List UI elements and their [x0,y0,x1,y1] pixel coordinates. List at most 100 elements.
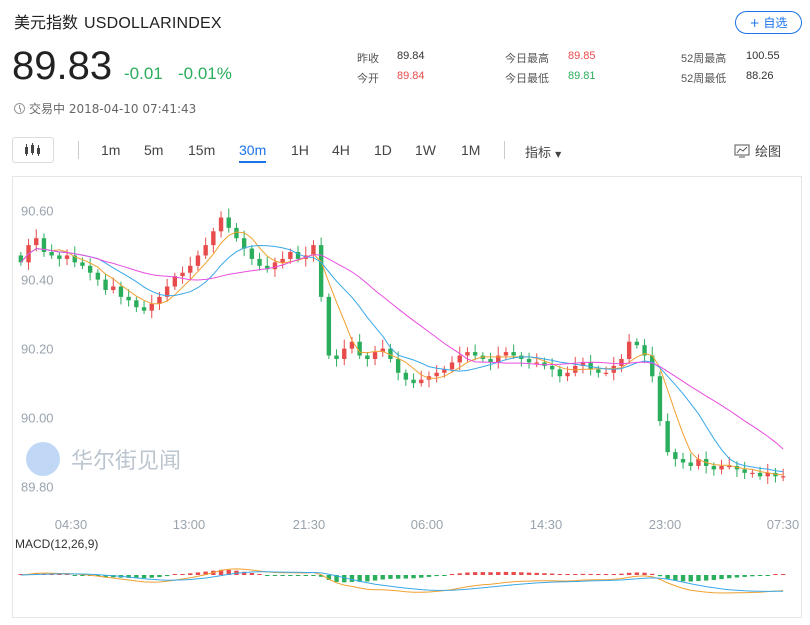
tab-5m[interactable]: 5m [144,142,164,158]
candle-body [365,355,370,359]
macd-bar [680,575,686,582]
candle [388,343,393,363]
tab-15m[interactable]: 15m [188,142,216,158]
tab-1m[interactable]: 1m [101,142,121,158]
candle [241,230,247,257]
candle [141,301,147,315]
macd-bar [673,575,678,581]
macd-bar [457,573,462,575]
candlestick-icon [25,143,40,156]
candle-body [542,362,547,366]
candle-body [257,258,262,266]
macd-bar [734,575,740,578]
candle [665,413,670,456]
candle-body [488,358,493,363]
candle [164,278,170,302]
candle [765,463,770,484]
price-chart[interactable]: 华尔街见闻 90.60 90.40 90.20 90.00 89.80 04:30 13:00… [12,176,802,618]
candle-body [573,365,578,373]
candle-body [388,348,393,359]
macd-bar [126,575,131,578]
candle [634,338,640,349]
chart-canvas[interactable]: 华尔街见闻 90.60 90.40 90.20 90.00 89.80 04:30 13:00… [13,177,801,617]
tab-30m[interactable]: 30m [239,142,267,163]
candle-body [172,276,178,287]
candle-body [380,348,385,353]
candle-body [688,462,693,466]
candle [103,273,108,295]
macd-bar [549,573,555,575]
candle [411,373,416,388]
x-tick-label: 04:30 [55,517,88,532]
macd-bar [395,575,401,579]
watermark-logo: 华尔街见闻 [26,442,181,476]
macd-bar [64,574,70,575]
candle-body [742,469,747,473]
indicator-label: 指标 [525,146,552,161]
macd-bar [280,575,285,576]
tab-1h[interactable]: 1H [291,142,309,158]
tab-4h[interactable]: 4H [332,142,350,158]
macd-bar [349,575,355,582]
add-watchlist-button[interactable]: + 自选 [735,11,802,34]
draw-button[interactable]: 绘图 [734,141,781,160]
macd-bar [650,573,655,575]
macd-bar [72,575,77,576]
macd-histogram [18,569,786,583]
macd-bar [257,574,262,575]
candle-body [727,465,732,468]
macd-bar [557,574,563,575]
candle-body [342,348,347,359]
indicator-dropdown[interactable]: 指标 ▼ [525,142,561,161]
macd-bar [611,574,616,575]
draw-label: 绘图 [755,145,782,160]
x-tick-label: 07:30 [767,517,800,532]
y-tick-label: 90.00 [21,411,54,426]
chart-type-button[interactable] [12,137,54,163]
candle-body [549,365,555,370]
candle-body [280,258,285,263]
macd-bar [172,574,178,575]
ma20-line [20,248,784,450]
candle [126,289,131,307]
candle-body [126,296,131,301]
macd-bar [480,572,486,575]
candle-body [34,238,39,246]
tab-1mo[interactable]: 1M [461,142,481,158]
candle-body [395,358,401,373]
candle [496,346,501,369]
candle-body [226,217,231,228]
candle-body [211,231,216,246]
candle-body [311,245,316,256]
candle-body [295,252,301,259]
macd-dif-line [20,568,784,594]
macd-bar [526,572,532,575]
candle [696,454,701,470]
candle-body [434,372,439,377]
candle [326,293,332,359]
tab-1w[interactable]: 1W [415,142,436,158]
candle-body [318,245,324,297]
candle [549,358,555,377]
candle [195,250,201,271]
candle-body [357,341,362,356]
current-price: 89.83 [12,44,113,88]
candle [357,334,362,359]
candle [680,452,686,469]
macd-bar [365,575,370,582]
macd-bar [626,572,632,575]
caret-down-icon: ▼ [555,150,562,159]
candle [18,252,24,266]
candle-body [95,272,101,280]
candle-body [465,352,470,356]
candle-body [18,255,24,263]
macd-bar [226,569,231,575]
macd-bar [318,575,324,577]
candle [257,252,262,271]
candle [265,256,270,273]
candle [626,334,632,364]
price-change: -0.01 [124,64,163,83]
tab-1d[interactable]: 1D [374,142,392,158]
candle [172,272,178,290]
macd-bar [696,575,701,582]
